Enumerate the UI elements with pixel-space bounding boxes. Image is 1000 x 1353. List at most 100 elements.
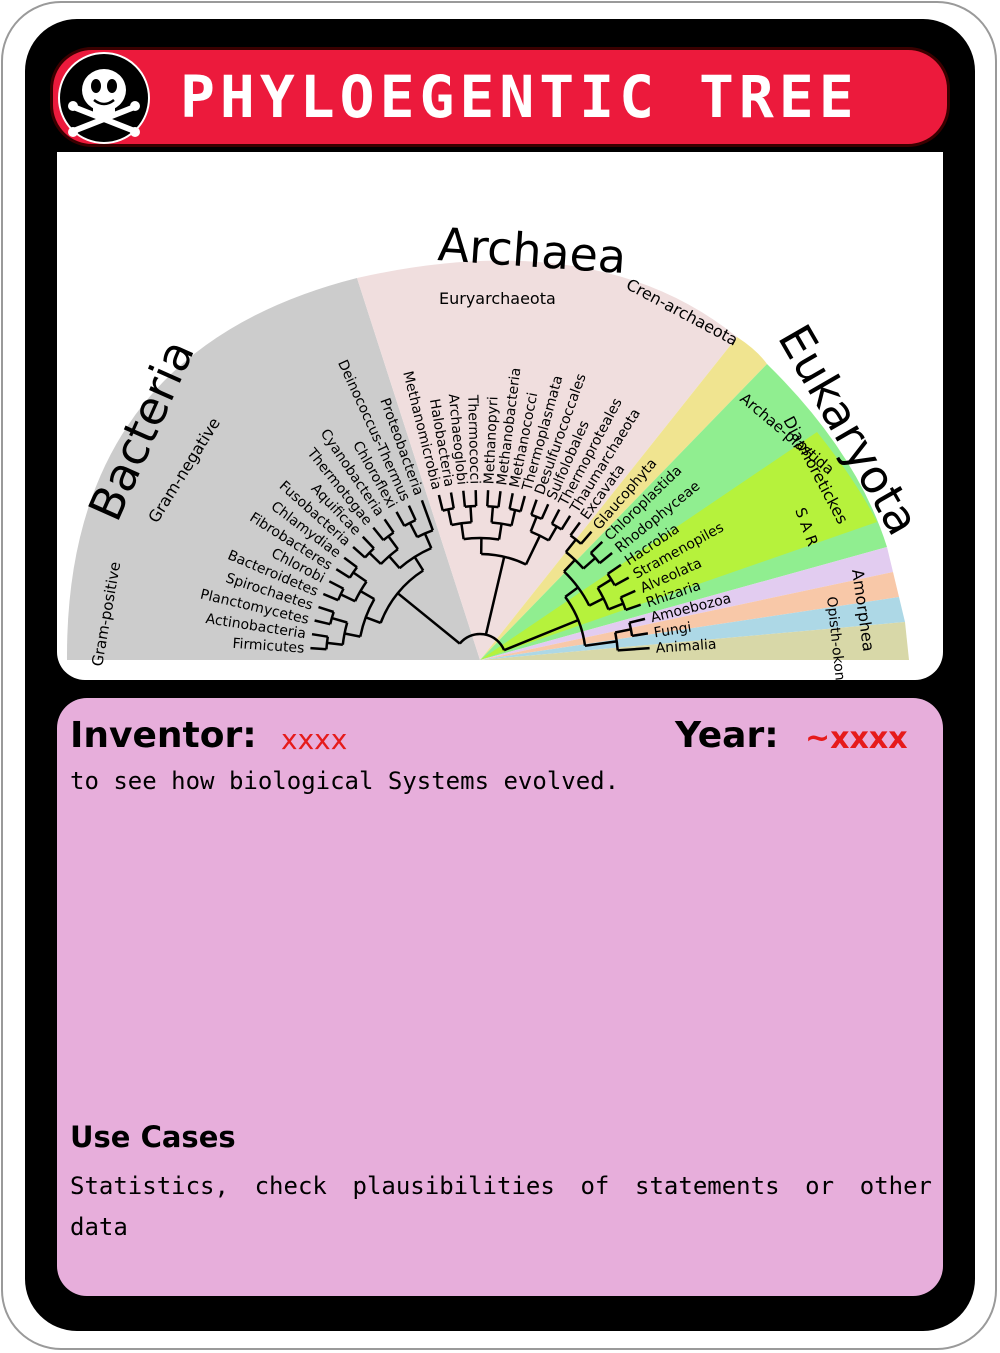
tree-branch <box>464 504 477 508</box>
tree-branch <box>423 532 433 549</box>
tree-branch <box>598 552 613 565</box>
tree-branch <box>550 509 561 525</box>
archaea-sector <box>357 260 737 660</box>
tree-branch <box>387 535 399 550</box>
tree-branch <box>359 590 375 601</box>
inventor-value: xxxx <box>281 723 348 756</box>
tree-branch <box>563 559 576 573</box>
tree-branch <box>335 568 351 579</box>
tree-branch <box>469 506 473 523</box>
tree-branch <box>331 616 348 624</box>
tree-branch <box>486 490 490 507</box>
tree-branch <box>380 548 399 565</box>
tree-branch <box>408 522 419 538</box>
tree-branch <box>628 622 634 637</box>
tree-branch <box>503 618 579 652</box>
tree-branch <box>530 499 538 516</box>
tree-branch <box>620 589 636 599</box>
tree-branch <box>614 576 630 587</box>
tree-branch <box>596 587 610 610</box>
tree-branch <box>328 580 345 590</box>
tree-branch <box>529 516 538 533</box>
tree-branch <box>396 592 461 645</box>
tree-branch <box>364 547 375 559</box>
tree-branch <box>314 619 331 626</box>
tree-branch <box>564 538 577 553</box>
tree-branch <box>326 641 343 646</box>
tree-branch <box>398 546 432 570</box>
taxon-label: Firmicutes <box>232 636 305 657</box>
bacteria-sector <box>66 278 481 660</box>
tree-branch <box>530 513 543 521</box>
tree-branch <box>490 506 495 523</box>
euryarchaeota-label: Euryarchaeota <box>439 289 556 308</box>
tree-branch <box>629 617 646 624</box>
sar-sector <box>480 432 877 660</box>
tree-branch <box>451 521 472 527</box>
tree-branch <box>509 507 521 513</box>
skull-crossbones-icon <box>58 52 150 144</box>
tree-branch <box>420 499 434 531</box>
tree-branch <box>589 541 604 554</box>
diagram-panel: Firmicutes Actinobacteria Planctomycetes Sp… <box>57 152 943 680</box>
inventor-label: Inventor: <box>70 715 257 756</box>
tree-branch <box>407 505 417 521</box>
tree-branch <box>311 632 328 638</box>
tree-branch <box>310 646 327 651</box>
tree-branch <box>403 518 417 527</box>
tree-branch <box>580 530 593 545</box>
year-value: ~xxxx <box>805 721 908 756</box>
tree-branch <box>510 509 517 526</box>
tree-branch <box>460 523 465 540</box>
tree-branch <box>530 530 550 542</box>
tree-branch <box>365 616 382 625</box>
tree-branch <box>617 646 650 652</box>
tree-branch <box>484 556 506 635</box>
tree-branch <box>368 552 382 565</box>
tree-branch <box>519 495 527 512</box>
tree-branch <box>564 586 579 598</box>
skull-crossbones-graphic <box>68 69 140 137</box>
tree-branch <box>497 523 503 540</box>
tree-branch <box>340 593 356 603</box>
use-cases-heading: Use Cases <box>70 1120 236 1154</box>
tree-branch <box>449 492 455 509</box>
excavata-sector <box>480 337 767 660</box>
tree-branch <box>416 529 434 539</box>
tree-branch <box>508 492 514 510</box>
tree-branch <box>524 535 542 566</box>
tree-branch <box>352 571 368 583</box>
tree-branch <box>322 592 339 602</box>
tree-branch <box>606 563 622 575</box>
taxon-label: Thermococci <box>464 394 482 485</box>
tree-branch <box>631 632 649 638</box>
opisthokonta-sector <box>480 597 905 660</box>
tree-branch <box>446 509 453 526</box>
use-cases-text: Statistics, check plausibilities of stat… <box>70 1172 932 1241</box>
taxon-label: Methanopyri <box>481 396 501 485</box>
tree-branch <box>588 597 605 607</box>
year-label: Year: <box>675 715 779 756</box>
tree-branch <box>462 490 467 507</box>
tree-branch <box>413 556 425 572</box>
tree-branch <box>388 555 401 570</box>
tree-branch <box>343 556 358 569</box>
tree-branch <box>597 578 612 589</box>
tree-branch <box>318 605 335 614</box>
taxon-label: Animalia <box>655 637 717 657</box>
archaea-label: Archaea <box>436 217 628 284</box>
eukaryota-sector <box>480 364 887 660</box>
tree-branch <box>458 632 506 651</box>
info-panel <box>57 698 943 1296</box>
tree-branches <box>310 490 650 652</box>
purpose-text: to see how biological Systems evolved. <box>70 767 620 795</box>
tree-branch <box>395 511 406 527</box>
card-title: PHYLOEGENTIC TREE <box>180 63 859 131</box>
tree-branch <box>606 573 616 586</box>
tree-branch <box>607 602 624 611</box>
tree-branch <box>614 628 632 634</box>
tree-branch <box>344 632 361 638</box>
tree-branch <box>497 491 502 508</box>
tree-branch <box>582 557 597 570</box>
tree-branch <box>560 515 572 531</box>
